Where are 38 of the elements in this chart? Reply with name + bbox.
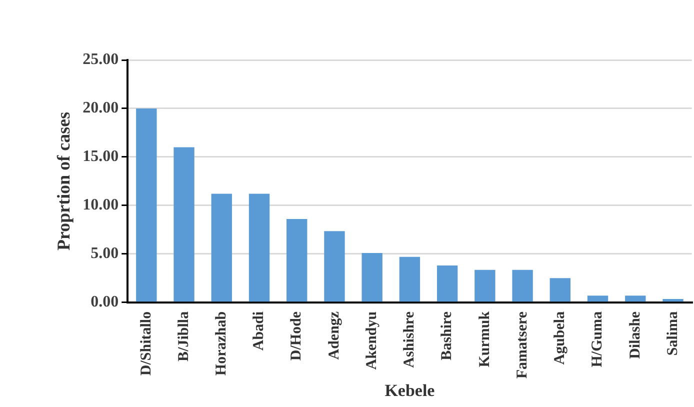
x-axis-title: Kebele [384,381,436,400]
y-tick-label: 15.00 [82,148,119,166]
x-tick-label: Kurmuk [476,310,493,368]
bar [512,270,533,302]
x-tick-label: Famatsere [514,311,530,379]
x-tick-label: H/Guma [590,310,606,368]
x-tick-label: D/Shitallo [138,311,154,376]
y-tick-label: 10.00 [82,196,119,214]
bar [286,219,308,302]
bar [436,266,458,302]
x-tick-label: B/Jiblla [176,310,192,362]
y-tick-label: 5.00 [90,245,119,262]
y-tick-label: 25.00 [82,51,119,68]
y-tick-label: 20.00 [82,100,119,117]
x-tick-label: Salima [664,310,681,356]
bar [662,299,684,302]
x-tick-label: Dilashe [627,311,644,359]
y-tick-label: 0.00 [90,294,119,311]
x-tick-label: Horazhab [214,311,230,376]
bar [136,108,157,302]
bar [399,256,420,302]
x-tick-label: Akendyu [364,311,380,370]
bar [625,296,646,302]
bar [550,278,571,302]
bar [248,194,270,302]
bar [174,147,194,302]
bar [211,194,232,302]
bar [324,231,345,302]
bar [587,296,608,302]
x-tick-label: Agubela [552,310,568,365]
x-tick-label: Bashire [439,311,456,360]
x-tick-label: Adengz [326,311,342,360]
bar [474,270,496,302]
x-tick-label: Abadi [251,311,268,351]
x-tick-label: Ashishre [402,311,418,368]
bar [362,252,382,302]
x-tick-label: D/Hode [288,311,305,361]
y-axis-title: Proprtion of cases [53,112,74,251]
